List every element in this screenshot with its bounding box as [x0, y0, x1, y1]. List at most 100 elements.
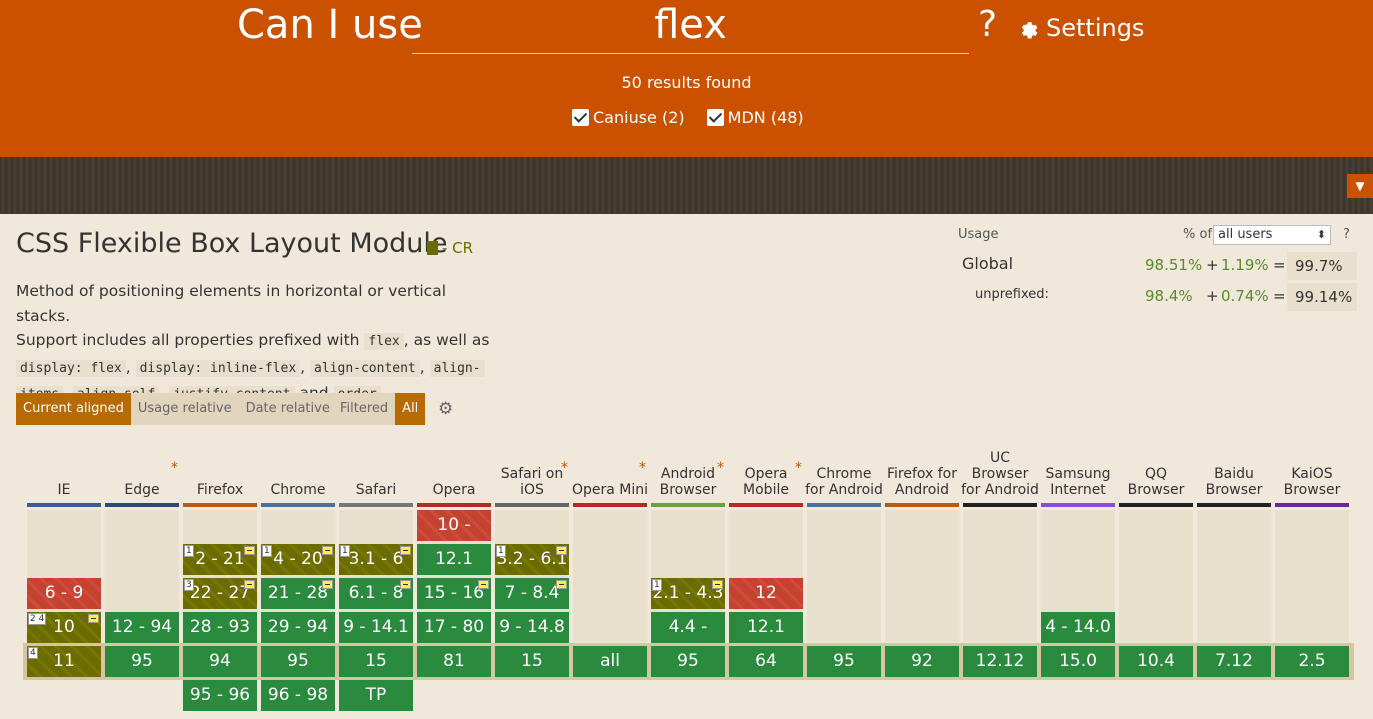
tab-current-aligned[interactable]: Current aligned — [16, 393, 131, 425]
support-cell[interactable]: 12.1 — [729, 612, 803, 643]
help-icon[interactable]: ? — [978, 4, 998, 45]
support-cell[interactable]: 4.4 - 4.4.4 — [651, 612, 725, 668]
browser-header[interactable]: Android Browser — [659, 466, 717, 498]
browser-header[interactable]: UC Browser for Android — [961, 450, 1039, 498]
support-cell[interactable]: 4 - 20 1 — [261, 544, 335, 575]
version-range: 10.4 — [1137, 651, 1175, 671]
browser-header[interactable]: Firefox — [196, 482, 244, 498]
site-logo[interactable]: Can I use — [237, 2, 423, 48]
settings-button[interactable]: Settings — [1016, 14, 1144, 42]
support-cell[interactable]: 28 - 93 — [183, 612, 257, 643]
support-cell[interactable]: 2 - 21 1 — [183, 544, 257, 575]
support-cell[interactable]: 81 — [417, 646, 491, 677]
support-cell[interactable]: 12 - 94 — [105, 612, 179, 643]
browser-header[interactable]: Opera Mini — [571, 482, 649, 498]
support-cell[interactable]: 95 — [651, 646, 725, 677]
support-cell[interactable]: 12.12 — [963, 646, 1037, 677]
note-star-icon: * — [639, 460, 646, 476]
support-cell[interactable]: 2.5 — [1275, 646, 1349, 677]
browser-header[interactable]: IE — [57, 482, 71, 498]
table-settings-gear-icon[interactable]: ⚙ — [438, 399, 454, 419]
filter-caniuse[interactable]: Caniuse (2) — [572, 108, 685, 127]
spec-status[interactable]: - CR — [427, 239, 473, 257]
note-number: 1 — [262, 545, 272, 557]
browser-header[interactable]: KaiOS Browser — [1283, 466, 1341, 498]
tab-filtered[interactable]: Filtered — [333, 393, 396, 425]
support-cell[interactable]: 15 - 16 — [417, 578, 491, 609]
support-cell[interactable]: 64 — [729, 646, 803, 677]
browser-header[interactable]: Opera — [432, 482, 476, 498]
support-cell[interactable]: 12.1 — [417, 544, 491, 575]
tab-usage-relative[interactable]: Usage relative — [130, 393, 239, 425]
plus-sign: + — [1206, 287, 1219, 305]
support-cell[interactable]: 10 2 4 — [27, 612, 101, 643]
browser-header[interactable]: Edge — [124, 482, 160, 498]
users-select[interactable]: all users — [1213, 225, 1331, 245]
empty-column-bg — [885, 510, 959, 642]
version-range: 4 - 20 — [273, 549, 323, 569]
tab-all[interactable]: All — [395, 393, 426, 425]
browser-header[interactable]: Chrome for Android — [805, 466, 883, 498]
support-cell[interactable]: 7.12 — [1197, 646, 1271, 677]
version-range: 3.1 - 6 — [348, 549, 404, 569]
support-cell[interactable]: 15.0 — [1041, 646, 1115, 677]
version-range: 2.5 — [1298, 651, 1326, 671]
version-range: 94 — [209, 651, 231, 671]
checkbox-icon[interactable] — [706, 109, 724, 126]
support-cell[interactable]: TP — [339, 680, 413, 711]
search-input[interactable]: flex — [412, 0, 969, 54]
browser-header[interactable]: Chrome — [270, 482, 326, 498]
prefix-flag-icon — [556, 546, 567, 555]
support-cell[interactable]: 10 - 11.5 — [417, 510, 491, 566]
browser-header[interactable]: Samsung Internet — [1045, 466, 1111, 498]
checkbox-icon[interactable] — [572, 109, 589, 126]
percent-of-label: % of — [1183, 227, 1213, 242]
support-cell[interactable]: 7 - 8.4 — [495, 578, 569, 609]
support-cell[interactable]: 95 — [105, 646, 179, 677]
tab-date-relative[interactable]: Date relative — [238, 393, 337, 425]
support-cell[interactable]: 29 - 94 — [261, 612, 335, 643]
support-cell[interactable]: 6.1 - 8 — [339, 578, 413, 609]
support-cell[interactable]: 12 — [729, 578, 803, 609]
global-label: Global — [962, 254, 1014, 273]
support-cell[interactable]: 6 - 9 — [27, 578, 101, 609]
support-cell[interactable]: 4 - 14.0 — [1041, 612, 1115, 643]
support-cell[interactable]: 15 — [495, 646, 569, 677]
support-cell[interactable]: 95 - 96 — [183, 680, 257, 711]
browser-header[interactable]: Safari on iOS — [500, 466, 564, 498]
support-cell[interactable]: 94 — [183, 646, 257, 677]
note-number: 3 — [184, 579, 194, 591]
browser-header[interactable]: Safari — [355, 482, 397, 498]
version-range: 15.0 — [1059, 651, 1097, 671]
support-cell[interactable]: 3.2 - 6.1 1 — [495, 544, 569, 575]
support-cell[interactable]: 92 — [885, 646, 959, 677]
version-range: 12.1 — [747, 617, 785, 637]
version-range: 15 - 16 — [423, 583, 485, 603]
support-cell[interactable]: 11 4 — [27, 646, 101, 677]
support-cell[interactable]: 95 — [807, 646, 881, 677]
support-cell[interactable]: 15 — [339, 646, 413, 677]
usage-help-icon[interactable]: ? — [1343, 227, 1350, 242]
browser-header[interactable]: Baidu Browser — [1205, 466, 1263, 498]
browser-color-line — [495, 503, 569, 507]
support-cell[interactable]: 2.1 - 4.3 1 — [651, 578, 725, 609]
filter-mdn[interactable]: MDN (48) — [706, 108, 804, 127]
support-cell[interactable]: 22 - 27 3 — [183, 578, 257, 609]
browser-header[interactable]: Opera Mobile — [743, 466, 789, 498]
browser-header[interactable]: Firefox for Android — [886, 466, 958, 498]
prefix-flag-icon — [244, 580, 255, 589]
support-cell[interactable]: all — [573, 646, 647, 677]
support-cell[interactable]: 95 — [261, 646, 335, 677]
version-range: 21 - 28 — [267, 583, 329, 603]
support-cell[interactable]: 10.4 — [1119, 646, 1193, 677]
support-cell[interactable]: 96 - 98 — [261, 680, 335, 711]
support-cell[interactable]: 21 - 28 — [261, 578, 335, 609]
filter-funnel-icon[interactable]: ▼ — [1347, 174, 1373, 198]
feature-title[interactable]: CSS Flexible Box Layout Module — [16, 228, 448, 259]
support-cell[interactable]: 9 - 14.8 — [495, 612, 569, 643]
browser-header[interactable]: QQ Browser — [1127, 466, 1185, 498]
version-range: 28 - 93 — [189, 617, 251, 637]
support-cell[interactable]: 9 - 14.1 — [339, 612, 413, 643]
support-cell[interactable]: 17 - 80 — [417, 612, 491, 643]
